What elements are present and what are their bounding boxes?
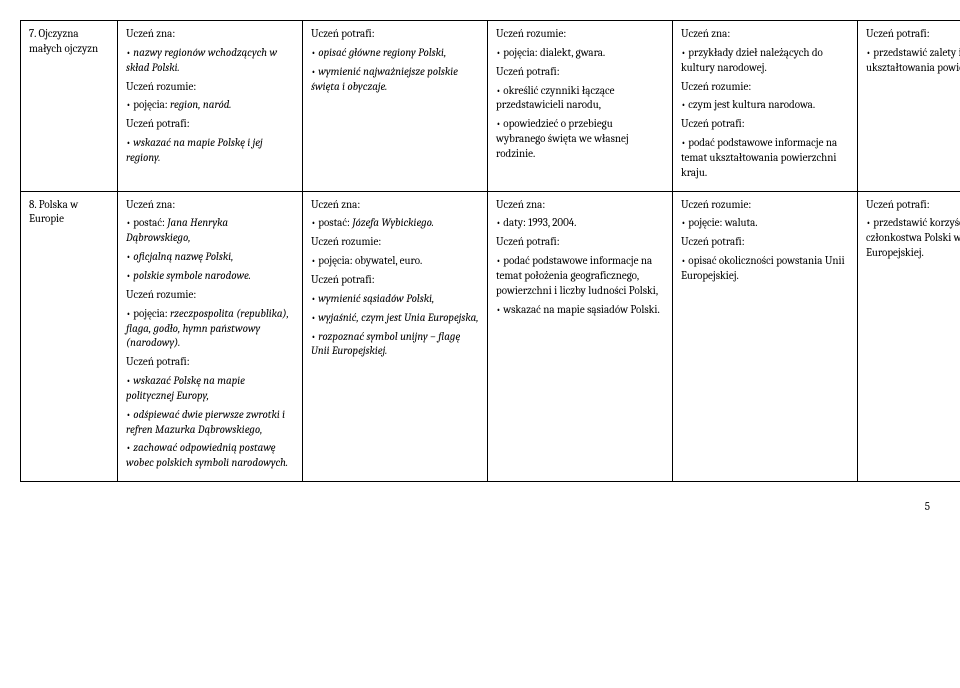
- block-item: • pojęcia: dialekt, gwara.: [496, 46, 664, 61]
- curriculum-table: 7. Ojczyzna małych ojczyzn Uczeń zna: • na…: [20, 20, 960, 482]
- cell: Uczeń potrafi: • opisać główne regiony Po…: [303, 21, 488, 192]
- block-item: • postać: Józefa Wybickiego.: [311, 216, 479, 231]
- block-item: • daty: 1993, 2004.: [496, 216, 664, 231]
- block-lead: Uczeń potrafi:: [866, 198, 960, 213]
- cell: Uczeń zna: • przykłady dzieł należących d…: [673, 21, 858, 192]
- block-item: • opowiedzieć o przebiegu wybranego świę…: [496, 117, 664, 162]
- block-lead: Uczeń rozumie:: [681, 80, 849, 95]
- block-item: • określić czynniki łączące przedstawici…: [496, 84, 664, 114]
- block-item: • wskazać na mapie Polskę i jej regiony.: [126, 136, 294, 166]
- block-item: • wskazać Polskę na mapie politycznej Eu…: [126, 374, 294, 404]
- cell: Uczeń potrafi: • przedstawić zalety i wad…: [858, 21, 960, 192]
- cell: Uczeń zna: • nazwy regionów wchodzących w…: [118, 21, 303, 192]
- block-lead: Uczeń rozumie:: [681, 198, 849, 213]
- cell: Uczeń zna: • daty: 1993, 2004. Uczeń potra…: [488, 191, 673, 482]
- block-item: • pojęcie: waluta.: [681, 216, 849, 231]
- block-item: • wymienić sąsiadów Polski,: [311, 292, 479, 307]
- block-item: • przedstawić zalety i wady ukształtowan…: [866, 46, 960, 76]
- block-lead: Uczeń rozumie:: [126, 80, 294, 95]
- block-lead: Uczeń zna:: [311, 198, 479, 213]
- block-lead: Uczeń potrafi:: [681, 117, 849, 132]
- page-number: 5: [20, 500, 940, 513]
- cell: Uczeń rozumie: • pojęcie: waluta. Uczeń po…: [673, 191, 858, 482]
- block-item: • rozpoznać symbol unijny – flagę Unii E…: [311, 330, 479, 360]
- block-lead: Uczeń potrafi:: [681, 235, 849, 250]
- block-lead: Uczeń potrafi:: [496, 65, 664, 80]
- block-lead: Uczeń potrafi:: [496, 235, 664, 250]
- row-label: 7. Ojczyzna małych ojczyzn: [21, 21, 118, 192]
- block-item: • podać podstawowe informacje na temat p…: [496, 254, 664, 299]
- cell: Uczeń zna: • postać: Józefa Wybickiego. Uc…: [303, 191, 488, 482]
- block-item: • czym jest kultura narodowa.: [681, 98, 849, 113]
- table-row: 7. Ojczyzna małych ojczyzn Uczeń zna: • na…: [21, 21, 960, 192]
- block-lead: Uczeń zna:: [496, 198, 664, 213]
- block-item: • pojęcia: obywatel, euro.: [311, 254, 479, 269]
- cell: Uczeń rozumie: • pojęcia: dialekt, gwara.…: [488, 21, 673, 192]
- block-item: • wskazać na mapie sąsiadów Polski.: [496, 303, 664, 318]
- block-item: • zachować odpowiednią postawę wobec pol…: [126, 441, 294, 471]
- block-item: • pojęcia: rzeczpospolita (republika), f…: [126, 307, 294, 352]
- block-item: • polskie symbole narodowe.: [126, 269, 294, 284]
- block-item: • oficjalną nazwę Polski,: [126, 250, 294, 265]
- block-lead: Uczeń potrafi:: [126, 117, 294, 132]
- block-lead: Uczeń rozumie:: [311, 235, 479, 250]
- block-lead: Uczeń rozumie:: [496, 27, 664, 42]
- block-item: • opisać okoliczności powstania Unii Eur…: [681, 254, 849, 284]
- block-item: • przedstawić korzyści wynikające z czło…: [866, 216, 960, 261]
- row-label: 8. Polska w Europie: [21, 191, 118, 482]
- block-item: • opisać główne regiony Polski,: [311, 46, 479, 61]
- block-lead: Uczeń potrafi:: [311, 27, 479, 42]
- block-lead: Uczeń potrafi:: [311, 273, 479, 288]
- block-item: • wymienić najważniejsze polskie święta …: [311, 65, 479, 95]
- block-item: • postać: Jana Henryka Dąbrowskiego,: [126, 216, 294, 246]
- block-lead: Uczeń zna:: [126, 27, 294, 42]
- block-item: • wyjaśnić, czym jest Unia Europejska,: [311, 311, 479, 326]
- cell: Uczeń zna: • postać: Jana Henryka Dąbrows…: [118, 191, 303, 482]
- block-lead: Uczeń rozumie:: [126, 288, 294, 303]
- block-item: • pojęcia: region, naród.: [126, 98, 294, 113]
- block-item: • przykłady dzieł należących do kultury …: [681, 46, 849, 76]
- block-lead: Uczeń potrafi:: [866, 27, 960, 42]
- table-row: 8. Polska w Europie Uczeń zna: • postać: J…: [21, 191, 960, 482]
- block-lead: Uczeń potrafi:: [126, 355, 294, 370]
- block-item: • odśpiewać dwie pierwsze zwrotki i refr…: [126, 408, 294, 438]
- block-lead: Uczeń zna:: [126, 198, 294, 213]
- cell: Uczeń potrafi: • przedstawić korzyści wyn…: [858, 191, 960, 482]
- block-item: • nazwy regionów wchodzących w skład Pol…: [126, 46, 294, 76]
- block-item: • podać podstawowe informacje na temat u…: [681, 136, 849, 181]
- block-lead: Uczeń zna:: [681, 27, 849, 42]
